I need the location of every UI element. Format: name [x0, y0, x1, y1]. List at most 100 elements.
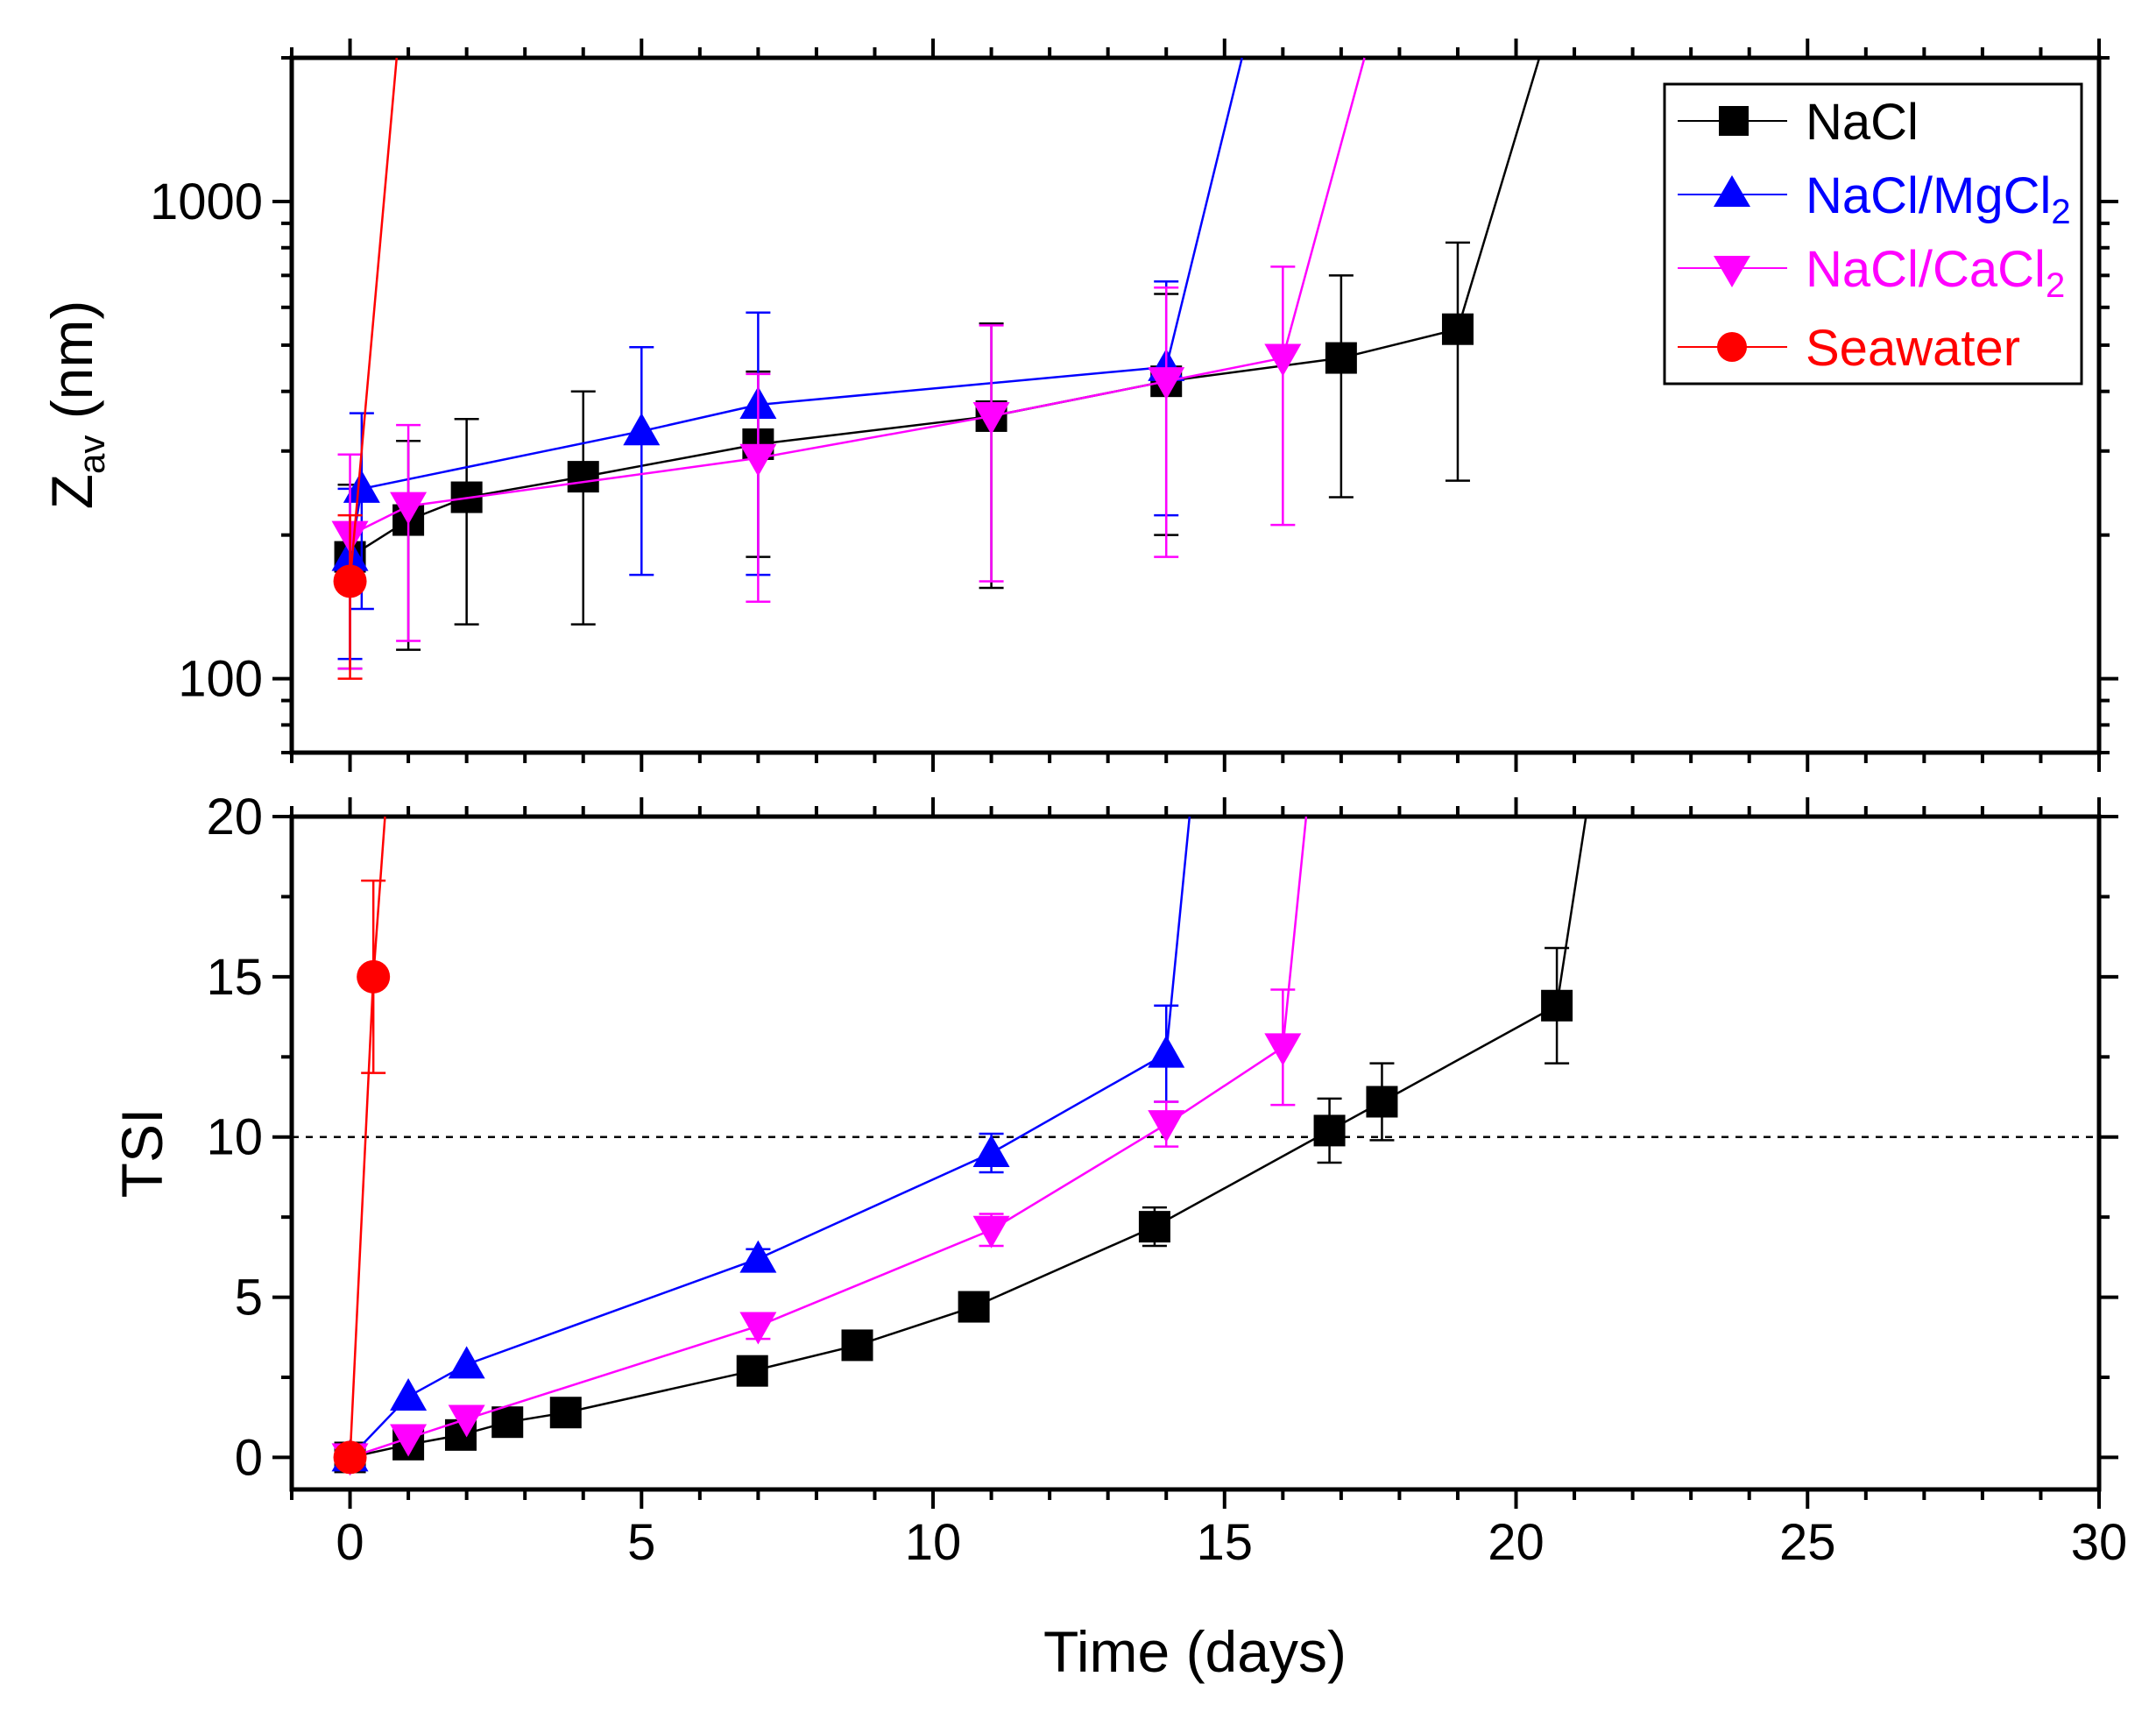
bottom-data-point: [1313, 1114, 1346, 1147]
bottom-data-point: [972, 1215, 1010, 1249]
x-axis-title: Time (days): [1043, 1619, 1347, 1684]
top-data-point: [1441, 313, 1474, 345]
top-y-axis-title: Zav (nm): [39, 301, 112, 510]
x-tick-label: 0: [336, 1514, 364, 1571]
legend-label-ca-sub: 2: [2046, 266, 2065, 305]
top-series-line: [349, 357, 1283, 536]
bottom-data-point: [1138, 1211, 1170, 1243]
bottom-series-line: [350, 1046, 1284, 1459]
top-ticks: 100 1000: [150, 39, 2118, 772]
top-ylabel-main: Z: [39, 474, 104, 509]
top-plot-frame: [289, 55, 2102, 755]
bottom-series-nacl-cacl2: [331, 816, 1308, 1476]
bottom-ticks: 0 5 10 15 20 25 30 0 5 10 15 20: [206, 789, 2127, 1571]
bottom-data-point: [333, 1440, 367, 1475]
bottom-series-seawater: [333, 816, 391, 1475]
top-series-line: [349, 328, 1459, 558]
legend-marker-circle: [1717, 332, 1747, 362]
x-tick-label: 20: [1488, 1514, 1545, 1571]
bottom-series-extension: [1282, 816, 1308, 1048]
top-series-nacl: [334, 57, 1541, 670]
top-series-extension: [1282, 57, 1366, 358]
x-tick-label: 15: [1197, 1514, 1254, 1571]
bottom-series-extension: [1164, 816, 1191, 1054]
bottom-data-point: [958, 1291, 990, 1323]
bottom-y-tick-label: 15: [206, 949, 263, 1006]
top-y-tick-label: 100: [178, 651, 263, 708]
top-ylabel-unit: (nm): [39, 301, 104, 435]
bottom-y-axis-title: TSI: [110, 1108, 174, 1199]
legend: NaCl NaCl/MgCl2 NaCl/CaCl2 Seawater: [1663, 82, 2083, 386]
bottom-data-point: [448, 1404, 485, 1438]
legend-entry-nacl: NaCl: [1678, 94, 1919, 151]
top-data-point: [1148, 367, 1185, 400]
top-data-point: [567, 461, 599, 493]
bottom-data-point: [491, 1406, 524, 1439]
bottom-data-point: [841, 1329, 873, 1362]
top-series-nacl-mgcl2: [331, 57, 1243, 661]
top-data-point: [1325, 342, 1357, 374]
top-ylabel-sub: av: [71, 435, 112, 474]
top-data-point: [390, 492, 428, 525]
bottom-data-point: [1264, 1033, 1302, 1066]
top-data-point: [623, 413, 661, 446]
bottom-series-nacl: [334, 816, 1587, 1474]
top-data-point: [333, 564, 367, 598]
x-tick-label: 10: [905, 1514, 962, 1571]
legend-label-seawater: Seawater: [1806, 320, 2020, 377]
bottom-data-point: [739, 1240, 777, 1273]
top-data-point: [739, 443, 777, 477]
bottom-data-point: [736, 1355, 768, 1387]
legend-label-ca-main: NaCl/CaCl: [1806, 241, 2046, 298]
bottom-data-point: [739, 1312, 777, 1345]
legend-entry-seawater: Seawater: [1678, 320, 2020, 377]
top-data-point: [1264, 343, 1302, 377]
bottom-panel: 0 5 10 15 20 25 30 0 5 10 15 20 TSI Time (days): [110, 789, 2127, 1684]
top-data-point: [972, 401, 1010, 435]
bottom-data-point: [390, 1424, 428, 1457]
top-series-seawater: [333, 57, 399, 680]
bottom-plot-area: [331, 816, 1587, 1476]
bottom-data-point: [972, 1135, 1010, 1167]
legend-entry-nacl-mgcl2: NaCl/MgCl2: [1678, 167, 2071, 231]
legend-marker-triangle-down: [1714, 256, 1750, 287]
bottom-series-extension: [371, 816, 386, 977]
top-series-extension: [1165, 57, 1243, 368]
top-y-tick-label: 1000: [150, 173, 263, 230]
bottom-series-line: [349, 976, 375, 1458]
bottom-y-tick-label: 20: [206, 789, 263, 845]
bottom-data-point: [448, 1346, 485, 1379]
legend-entry-nacl-cacl2: NaCl/CaCl2: [1678, 241, 2065, 305]
legend-marker-triangle-up: [1714, 175, 1750, 207]
top-series-extension: [1456, 57, 1541, 330]
legend-label-nacl: NaCl: [1806, 94, 1919, 151]
top-series-nacl-cacl2: [331, 57, 1366, 670]
top-series-extension: [349, 57, 399, 582]
bottom-data-point: [1541, 989, 1573, 1022]
top-data-point: [343, 470, 380, 503]
legend-label-nacl-cacl2: NaCl/CaCl2: [1806, 241, 2065, 305]
legend-marker-square: [1719, 106, 1749, 136]
legend-label-mg-main: NaCl/MgCl: [1806, 167, 2051, 224]
bottom-series-nacl-mgcl2: [331, 816, 1191, 1472]
bottom-data-point: [1148, 1110, 1185, 1143]
bottom-data-point: [357, 959, 391, 994]
top-plot-area: [331, 57, 1541, 680]
bottom-y-tick-label: 10: [206, 1109, 263, 1166]
bottom-series-line: [350, 1004, 1558, 1459]
bottom-data-point: [390, 1377, 428, 1411]
bottom-plot-frame: [289, 814, 2102, 1492]
x-tick-label: 25: [1779, 1514, 1836, 1571]
bottom-y-tick-label: 0: [235, 1429, 263, 1486]
x-tick-label: 30: [2071, 1514, 2128, 1571]
bottom-y-tick-label: 5: [235, 1270, 263, 1326]
x-tick-label: 5: [627, 1514, 655, 1571]
bottom-series-extension: [1555, 816, 1587, 1006]
bottom-data-point: [549, 1397, 582, 1429]
bottom-data-point: [1148, 1035, 1185, 1068]
legend-label-mg-sub: 2: [2051, 193, 2070, 231]
bottom-data-point: [1366, 1086, 1398, 1118]
legend-label-nacl-mgcl2: NaCl/MgCl2: [1806, 167, 2071, 231]
